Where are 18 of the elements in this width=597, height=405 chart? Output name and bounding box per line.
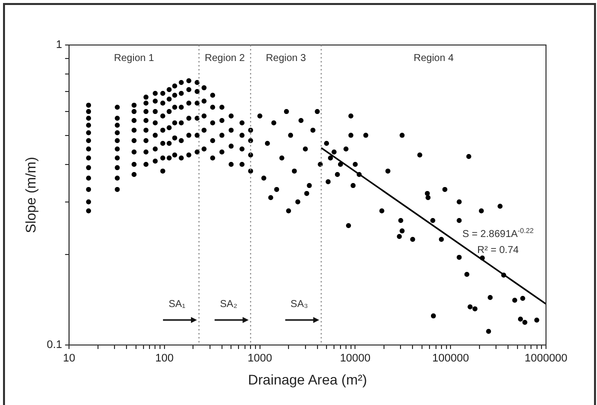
annotation: Region 4 xyxy=(414,53,454,64)
x-tick-label: 100 xyxy=(155,352,174,365)
y-tick-label: 1 xyxy=(56,39,62,52)
x-axis-title: Drainage Area (m²) xyxy=(248,371,368,388)
annotation: Region 2 xyxy=(204,53,246,64)
annotation: Region 3 xyxy=(266,53,306,64)
ref-line-label: SA₁ xyxy=(168,299,186,310)
y-axis-title: Slope (m/m) xyxy=(22,156,38,234)
annotation: Region 1 xyxy=(114,53,154,64)
ref-line-label: SA₂ xyxy=(220,299,238,310)
x-tick-label: 1000 xyxy=(248,352,272,365)
x-tick-label: 10 xyxy=(62,352,76,365)
annotation: R² = 0.74 xyxy=(477,245,520,256)
x-tick-label: 10000 xyxy=(340,352,371,365)
y-tick-label: 0.1 xyxy=(46,339,62,352)
x-tick-label: 100000 xyxy=(432,352,469,365)
x-tick-label: 1000000 xyxy=(524,352,568,365)
ref-line-label: SA₃ xyxy=(290,299,308,310)
